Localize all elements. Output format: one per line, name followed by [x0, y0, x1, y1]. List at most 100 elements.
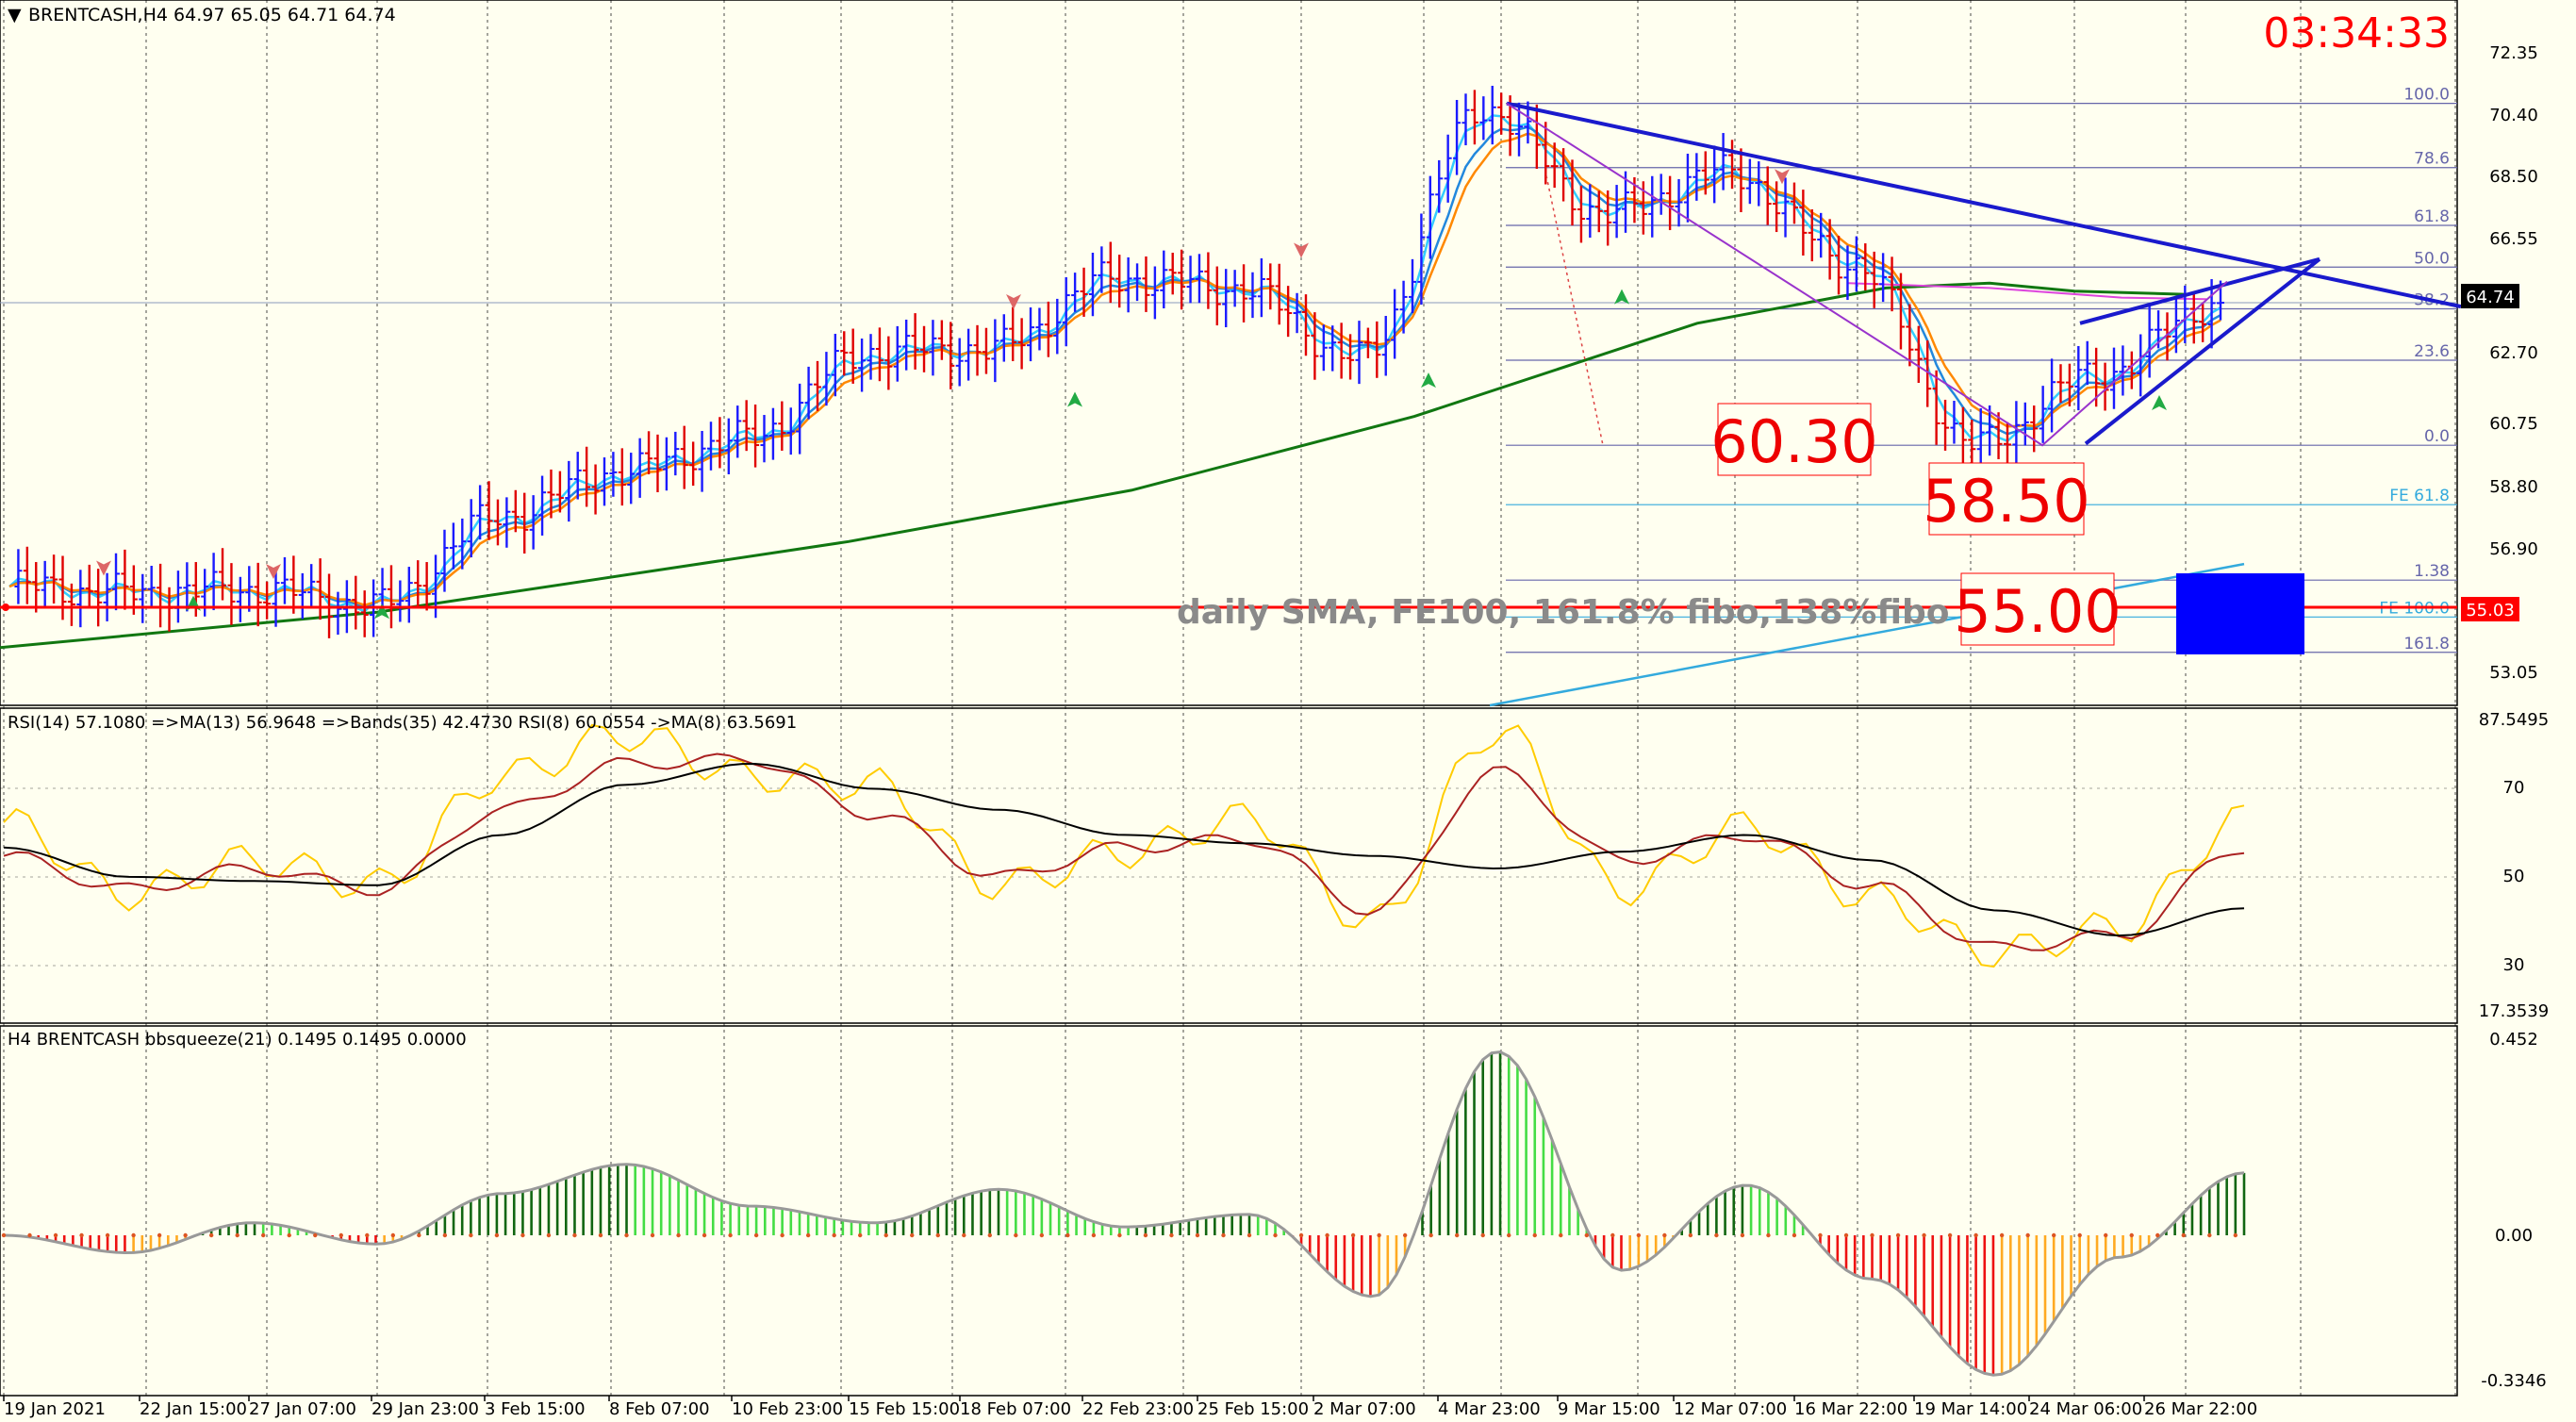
time-label: 16 Mar 22:00: [1794, 1399, 1907, 1419]
ema-slow-line: [8, 132, 2221, 607]
time-label: 26 Mar 22:00: [2144, 1399, 2257, 1419]
target-zone-box[interactable]: [2176, 573, 2304, 654]
squeeze-dot: [805, 1232, 811, 1238]
time-label: 8 Feb 07:00: [609, 1399, 710, 1419]
fe-projection-line: [1489, 562, 2245, 707]
rsi14-line: [3, 752, 2245, 951]
fibo-level-label: 100.0: [2403, 86, 2450, 105]
squeeze-dot: [858, 1232, 863, 1238]
squeeze-dot: [261, 1232, 266, 1238]
time-label: 19 Jan 2021: [4, 1399, 106, 1419]
squeeze-dot: [131, 1232, 136, 1238]
squeeze-dot: [235, 1232, 239, 1238]
squeeze-dot: [1584, 1232, 1589, 1238]
annotation-label-5850: 58.50: [1923, 462, 2090, 536]
price-tick: 56.90: [2489, 539, 2538, 559]
rsi-tick: 30: [2503, 955, 2525, 975]
squeeze-dot: [1221, 1232, 1226, 1238]
squeeze-dot: [2181, 1232, 2186, 1238]
time-label: 4 Mar 23:00: [1438, 1399, 1541, 1419]
squeeze-dot: [546, 1232, 552, 1238]
time-label: 15 Feb 15:00: [849, 1399, 960, 1419]
label-5500-text: 55.00: [1954, 577, 2122, 646]
squeeze-dot: [1766, 1232, 1771, 1238]
squeeze-dot: [1947, 1232, 1953, 1238]
label-5850-text: 58.50: [1923, 467, 2090, 536]
squeeze-dot: [1480, 1232, 1485, 1238]
squeeze-dot: [624, 1232, 629, 1238]
rsi-tick: 87.5495: [2479, 710, 2549, 730]
price-axis[interactable]: 72.35 70.40 68.50 66.55 62.70 60.75 58.8…: [2461, 43, 2538, 683]
squeeze-dot: [598, 1232, 603, 1238]
fractal-down-arrow: [1294, 242, 1309, 258]
price-tick: 72.35: [2489, 43, 2538, 63]
squeeze-dot: [1662, 1232, 1667, 1238]
time-label: 2 Mar 07:00: [1313, 1399, 1416, 1419]
price-tick: 60.75: [2489, 414, 2538, 434]
fibo-level-label: 23.6: [2414, 342, 2450, 361]
squeeze-dot: [910, 1232, 915, 1238]
squeeze-dot: [935, 1232, 940, 1238]
squeeze-panel-border: [0, 1025, 2458, 1397]
squeeze-dot: [313, 1232, 318, 1238]
squeeze-dot: [572, 1232, 577, 1238]
squeeze-dot: [987, 1232, 993, 1238]
support-anchor: [2, 604, 9, 611]
fractal-up-arrow: [374, 604, 389, 620]
squeeze-dot: [676, 1232, 681, 1238]
squeeze-dot: [1039, 1232, 1045, 1238]
squeeze-dot: [780, 1232, 784, 1238]
time-label: 12 Mar 07:00: [1674, 1399, 1787, 1419]
squeeze-dot: [832, 1232, 836, 1238]
fibo-level-label: 161.8: [2403, 635, 2450, 653]
squeeze-dot: [1507, 1232, 1511, 1238]
squeeze-dot: [1999, 1232, 2005, 1238]
squeeze-dot: [1091, 1232, 1097, 1238]
panel-borders: [0, 0, 2458, 1397]
squeeze-dot: [2155, 1232, 2160, 1238]
current-price-text: 64.74: [2466, 288, 2515, 307]
chart-collapse-icon[interactable]: ▼: [8, 5, 22, 25]
squeeze-dot: [390, 1232, 396, 1238]
fractal-up-arrow: [2152, 394, 2167, 410]
squeeze-dot: [1117, 1232, 1122, 1238]
squeeze-tick: -0.3346: [2481, 1371, 2546, 1391]
fibo-level-label: FE 61.8: [2389, 487, 2450, 505]
time-label: 19 Mar 14:00: [1914, 1399, 2027, 1419]
squeeze-dot: [1636, 1232, 1642, 1238]
squeeze-dot: [1247, 1232, 1252, 1238]
annotation-label-6030: 60.30: [1710, 403, 1878, 476]
squeeze-dot: [1688, 1232, 1693, 1238]
squeeze-dot: [1428, 1232, 1433, 1238]
rsi-lines: [3, 723, 2245, 968]
squeeze-dot: [2129, 1232, 2134, 1238]
time-label: 22 Feb 23:00: [1082, 1399, 1194, 1419]
squeeze-dot: [287, 1232, 291, 1238]
fractal-up-arrow: [1067, 391, 1082, 407]
label-6030-text: 60.30: [1710, 407, 1878, 476]
squeeze-dot: [1895, 1232, 1901, 1238]
squeeze-dot: [1377, 1232, 1381, 1238]
squeeze-panel-title: H4 BRENTCASH bbsqueeze(21) 0.1495 0.1495…: [8, 1030, 467, 1050]
squeeze-dot: [1169, 1232, 1174, 1238]
fibo-level-label: 1.38: [2414, 562, 2450, 581]
squeeze-dot: [1922, 1232, 1926, 1238]
trend-drawings[interactable]: [1489, 101, 2462, 707]
time-label: 22 Jan 15:00: [140, 1399, 247, 1419]
squeeze-outline: [3, 1050, 2245, 1377]
price-tick: 53.05: [2489, 663, 2538, 683]
squeeze-dot: [1273, 1232, 1278, 1238]
squeeze-dot: [2025, 1232, 2030, 1238]
fibo-level-label: 61.8: [2414, 207, 2450, 226]
fibo-retracement[interactable]: 100.078.661.850.038.223.60.0FE 61.81.38F…: [0, 86, 2457, 653]
squeeze-dot: [1559, 1232, 1563, 1238]
squeeze-dot: [1350, 1232, 1356, 1238]
squeeze-dot: [183, 1232, 188, 1238]
time-axis[interactable]: 19 Jan 2021 22 Jan 15:00 27 Jan 07:00 29 Ja…: [3, 1396, 2257, 1419]
strategy-note: daily SMA, FE100, 161.8% fibo,138%fibo: [1177, 593, 1950, 632]
time-label: 27 Jan 07:00: [249, 1399, 356, 1419]
fractal-down-arrow: [266, 563, 281, 579]
rsi-axis: 87.5495 70 50 30 17.3539: [2479, 710, 2549, 1021]
